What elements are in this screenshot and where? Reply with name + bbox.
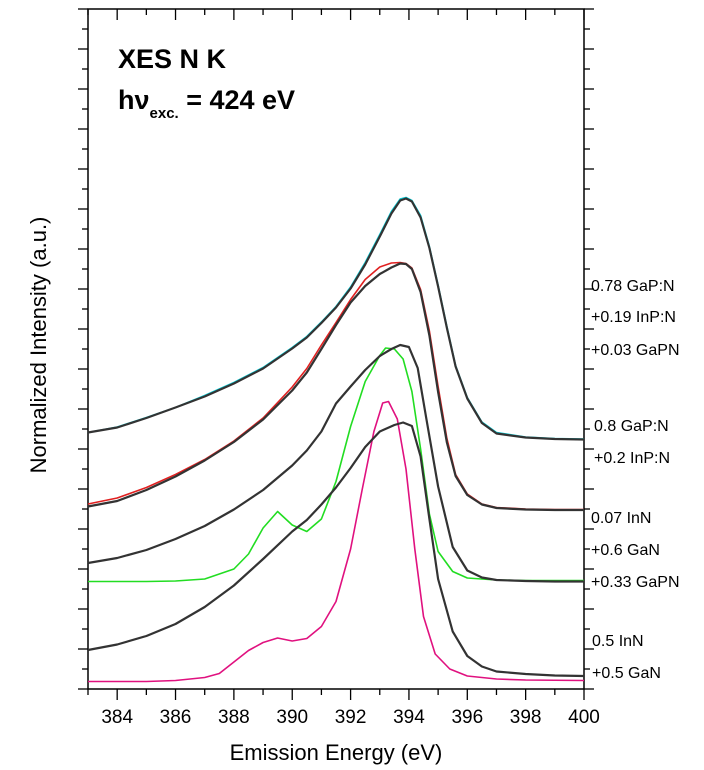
annotation-line-2: hνexc. = 424 eV bbox=[118, 85, 295, 122]
legend-group-4: 0.5 InN +0.5 GaN bbox=[592, 633, 661, 682]
x-tick-label: 384 bbox=[101, 707, 133, 728]
legend-label: +0.19 InP:N bbox=[591, 309, 676, 326]
x-tick-label: 392 bbox=[335, 707, 367, 728]
legend-group-3: 0.07 InN +0.6 GaN +0.33 GaPN bbox=[591, 510, 680, 591]
x-tick-label: 396 bbox=[451, 707, 483, 728]
legend-label: +0.03 GaPN bbox=[591, 342, 680, 359]
legend-label: +0.6 GaN bbox=[591, 542, 660, 559]
series-line-7 bbox=[88, 402, 584, 682]
legend-label: +0.5 GaN bbox=[592, 665, 661, 682]
legend-label: 0.78 GaP:N bbox=[591, 278, 675, 295]
legend-label: +0.2 InP:N bbox=[594, 450, 670, 467]
legend-label: 0.5 InN bbox=[592, 633, 644, 650]
legend-group-1: 0.78 GaP:N +0.19 InP:N +0.03 GaPN bbox=[591, 278, 680, 359]
legend-label: +0.33 GaPN bbox=[591, 574, 680, 591]
x-tick-label: 398 bbox=[510, 707, 542, 728]
legend-label: 0.8 GaP:N bbox=[594, 418, 669, 435]
series-line-5 bbox=[88, 348, 584, 582]
x-tick-label: 386 bbox=[160, 707, 192, 728]
x-tick-label: 400 bbox=[568, 707, 600, 728]
x-tick-label: 388 bbox=[218, 707, 250, 728]
annotation-line-1: XES N K bbox=[118, 44, 227, 74]
x-axis-title: Emission Energy (eV) bbox=[230, 740, 443, 765]
series-line-3 bbox=[88, 263, 584, 510]
legend-label: 0.07 InN bbox=[591, 510, 651, 527]
series-layer bbox=[88, 198, 584, 682]
series-line-6 bbox=[88, 345, 584, 582]
y-axis-title: Normalized Intensity (a.u.) bbox=[26, 217, 51, 474]
series-line-8 bbox=[88, 423, 584, 677]
x-tick-label: 390 bbox=[276, 707, 308, 728]
legend-group-2: 0.8 GaP:N +0.2 InP:N bbox=[594, 418, 670, 467]
series-line-4 bbox=[88, 264, 584, 511]
x-tick-label: 394 bbox=[393, 707, 425, 728]
